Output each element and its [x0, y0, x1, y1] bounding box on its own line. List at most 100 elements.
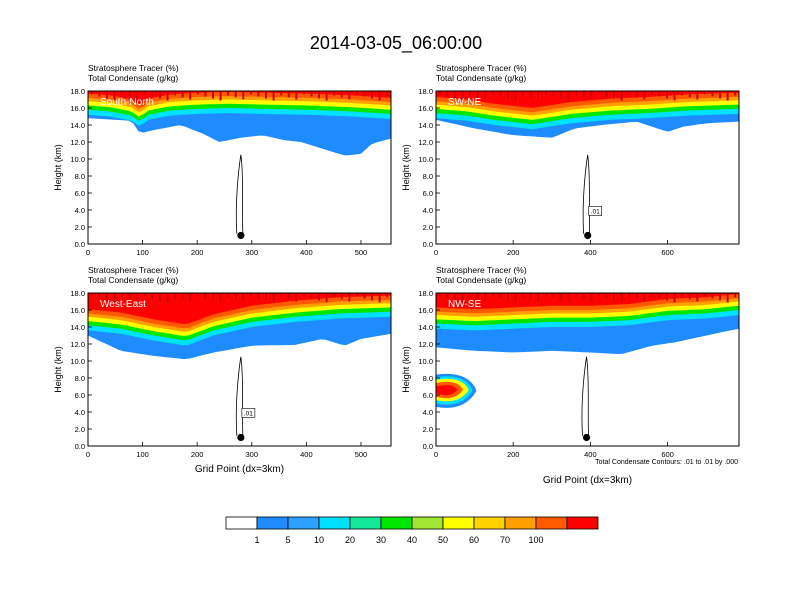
x-tick-label: 400 [300, 248, 313, 257]
tracer-streak [635, 91, 638, 98]
tracer-streak [529, 293, 532, 300]
x-tick-label: 0 [434, 248, 438, 257]
colorbar-label: 60 [469, 535, 479, 545]
colorbar-label: 40 [407, 535, 417, 545]
y-tick-label: 8.0 [75, 374, 85, 383]
tracer-streak [559, 91, 562, 99]
colorbar-swatch [504, 516, 537, 530]
tracer-streak [620, 293, 623, 303]
y-tick-label: 14.0 [418, 323, 433, 332]
tracer-streak [234, 293, 237, 300]
tracer-blob-4 [436, 384, 458, 396]
cross-section-label: West-East [100, 299, 146, 310]
tracer-streak [287, 91, 290, 98]
tracer-streak [158, 91, 161, 99]
panels: Stratosphere Tracer (%)Total Condensate … [53, 63, 740, 486]
y-tick-label: 4.0 [75, 206, 85, 215]
tracer-streak [211, 293, 214, 301]
tracer-streak [605, 91, 608, 97]
tracer-streak [491, 91, 494, 95]
panel-field-line1: Stratosphere Tracer (%) [436, 63, 527, 73]
tracer-streak [227, 293, 230, 298]
panel-field-line1: Stratosphere Tracer (%) [88, 63, 179, 73]
tracer-streak [688, 293, 691, 300]
y-tick-label: 16.0 [418, 104, 433, 113]
tracer-streak [514, 293, 517, 303]
tracer-streak [522, 91, 525, 96]
y-tick-label: 0.0 [75, 442, 85, 451]
x-tick-label: 500 [355, 450, 368, 459]
tracer-streak [310, 91, 313, 97]
tracer-streak [257, 91, 260, 97]
panel-plot-area [436, 293, 739, 446]
tracer-streak [204, 293, 207, 299]
tracer-streak [453, 293, 456, 301]
y-axis-label: Height (km) [53, 144, 63, 191]
x-tick-label: 400 [584, 450, 597, 459]
colorbar-swatch [380, 516, 413, 530]
tracer-streak [325, 91, 328, 101]
tracer-streak [514, 91, 517, 101]
y-tick-label: 4.0 [423, 206, 433, 215]
tracer-streak [537, 91, 540, 100]
tracer-streak [453, 91, 456, 99]
panel-frame [87, 292, 392, 447]
tracer-streak [143, 91, 146, 95]
tracer-streak [552, 293, 555, 299]
tracer-streak [302, 293, 305, 297]
colorbar-label: 70 [500, 535, 510, 545]
tracer-streak [295, 91, 298, 100]
tracer-streak [272, 293, 275, 303]
tracer-streak [469, 91, 472, 96]
tracer-streak [506, 293, 509, 301]
tracer-streak [181, 293, 184, 300]
y-tick-label: 8.0 [423, 172, 433, 181]
tracer-streak [234, 91, 237, 98]
tracer-streak [628, 91, 631, 96]
y-tick-label: 14.0 [70, 323, 85, 332]
y-tick-label: 14.0 [418, 121, 433, 130]
tracer-streak [484, 293, 487, 302]
y-tick-label: 10.0 [418, 155, 433, 164]
tracer-streak [559, 293, 562, 301]
colorbar-swatch [566, 516, 599, 530]
tracer-streak [613, 293, 616, 301]
x-axis-label: Grid Point (dx=3km) [195, 464, 284, 475]
tracer-streak [325, 293, 328, 303]
colorbar-swatch [318, 516, 351, 530]
tracer-streak [318, 91, 321, 99]
tracer-streak [196, 293, 199, 297]
tracer-streak [643, 91, 646, 100]
tracer-streak [544, 293, 547, 297]
x-tick-label: 400 [584, 248, 597, 257]
tracer-streak [522, 293, 525, 298]
y-tick-label: 8.0 [423, 374, 433, 383]
tracer-streak [136, 293, 139, 302]
panel-plot-area [88, 91, 391, 244]
tracer-streak [272, 91, 275, 101]
contour-label-box [588, 206, 602, 216]
tracer-streak [355, 293, 358, 297]
y-tick-label: 0.0 [423, 240, 433, 249]
tracer-streak [136, 91, 139, 100]
tracer-streak [666, 293, 669, 301]
colorbar-label: 20 [345, 535, 355, 545]
tracer-streak [469, 293, 472, 298]
tracer-streak [189, 293, 192, 302]
tracer-streak [378, 293, 381, 303]
tracer-streak [734, 91, 737, 96]
panel-top-left: Stratosphere Tracer (%)Total Condensate … [53, 63, 392, 257]
colorbar-label: 50 [438, 535, 448, 545]
y-tick-label: 6.0 [423, 189, 433, 198]
y-tick-label: 12.0 [70, 138, 85, 147]
y-tick-label: 2.0 [75, 425, 85, 434]
y-axis-label: Height (km) [401, 346, 411, 393]
panel-field-line1: Stratosphere Tracer (%) [88, 265, 179, 275]
tracer-streak [499, 293, 502, 299]
tracer-streak [98, 293, 101, 299]
tracer-streak [90, 293, 93, 297]
tracer-streak [204, 91, 207, 97]
tracer-streak [537, 293, 540, 302]
contour-label: .01 [244, 410, 253, 417]
